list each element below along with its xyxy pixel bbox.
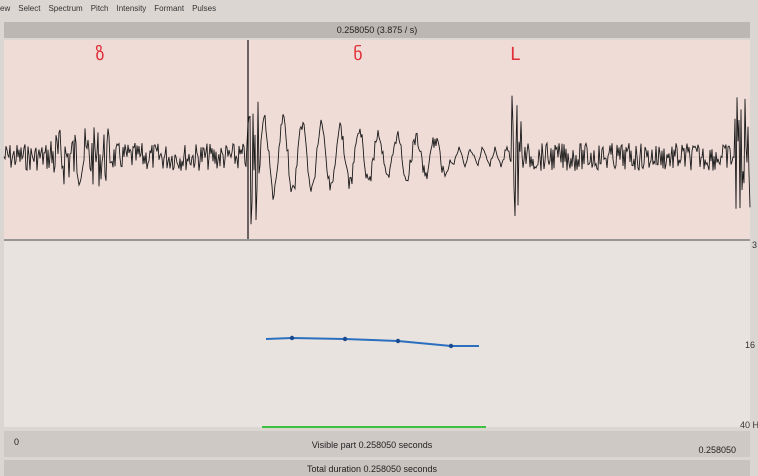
end-time: 0.258050 xyxy=(698,445,736,455)
pitch-axis-label: 3 xyxy=(752,240,757,250)
segment-label: Լ xyxy=(510,44,520,64)
segment-label: ზ xyxy=(95,44,104,64)
pitch-point xyxy=(289,335,295,341)
menu-item[interactable]: Pitch xyxy=(90,4,109,13)
menu-item[interactable]: Spectrum xyxy=(48,4,83,13)
menu-bar: ew Select Spectrum Pitch Intensity Forma… xyxy=(0,4,216,18)
pitch-point xyxy=(395,338,401,344)
waveform xyxy=(3,95,751,225)
visible-part: Visible part 0.258050 seconds xyxy=(312,440,433,450)
pitch-point xyxy=(448,343,454,349)
pitch-track xyxy=(265,336,479,347)
menu-item[interactable]: Formant xyxy=(154,4,185,13)
window-bar-text: 0.258050 (3.875 / s) xyxy=(337,25,418,35)
pitch-pane[interactable] xyxy=(4,241,750,427)
visible-bar[interactable] xyxy=(4,431,750,457)
menu-item[interactable]: Select xyxy=(18,4,41,13)
total-duration: Total duration 0.258050 seconds xyxy=(307,464,438,474)
menu-item[interactable]: Intensity xyxy=(116,4,147,13)
menu-item[interactable]: ew xyxy=(0,4,11,13)
total-bar[interactable] xyxy=(4,460,750,476)
menu-item[interactable]: Pulses xyxy=(192,4,217,13)
pitch-axis-label: 16 xyxy=(745,340,755,350)
pitch-axis-label: 40 H xyxy=(740,420,758,430)
segment-label: ნ xyxy=(353,44,362,64)
window-bar[interactable] xyxy=(4,22,750,38)
start-time: 0 xyxy=(14,437,19,447)
pitch-point xyxy=(342,336,348,342)
